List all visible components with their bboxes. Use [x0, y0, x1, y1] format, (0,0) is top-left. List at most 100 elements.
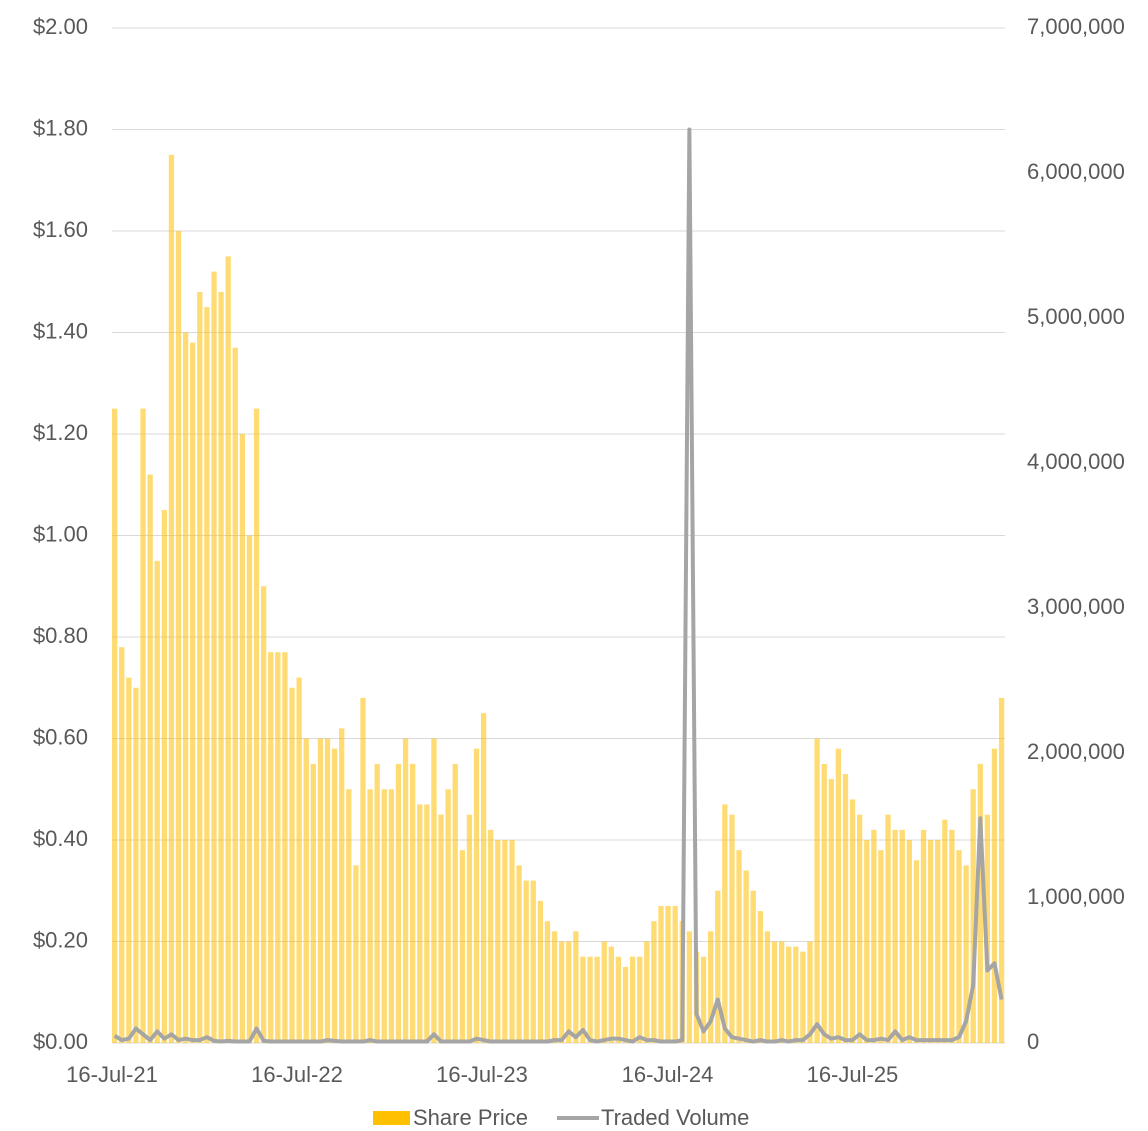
y2-tick-label: 2,000,000	[1027, 739, 1125, 764]
y-tick-label: $1.00	[33, 521, 88, 546]
bar	[246, 535, 253, 1043]
bar	[644, 941, 650, 1043]
bar	[324, 738, 331, 1043]
y2-tick-label: 6,000,000	[1027, 159, 1125, 184]
bar	[395, 763, 402, 1043]
bar	[502, 840, 508, 1043]
bar	[360, 697, 366, 1043]
y2-tick-label: 5,000,000	[1027, 304, 1125, 329]
bar	[814, 738, 820, 1043]
bar	[637, 956, 643, 1043]
y-tick-label: $0.80	[33, 623, 88, 648]
bar	[800, 951, 806, 1043]
bar	[551, 931, 558, 1043]
bar	[431, 738, 437, 1043]
y-tick-label: $1.60	[33, 217, 88, 242]
y2-tick-label: 1,000,000	[1027, 884, 1125, 909]
bar	[438, 814, 444, 1043]
bar	[828, 779, 834, 1043]
bar	[480, 713, 487, 1043]
bar	[913, 860, 920, 1043]
bar	[849, 799, 856, 1043]
bar	[665, 905, 671, 1043]
bar	[381, 789, 387, 1043]
y-tick-label: $1.40	[33, 318, 88, 343]
bar	[963, 865, 969, 1043]
bar	[168, 154, 175, 1043]
bar	[388, 789, 395, 1043]
bar	[764, 931, 771, 1043]
y2-tick-label: 7,000,000	[1027, 14, 1125, 39]
bar	[339, 728, 345, 1043]
bar	[239, 434, 246, 1043]
bar	[112, 408, 118, 1043]
bar	[878, 850, 884, 1043]
y-tick-label: $0.00	[33, 1029, 88, 1054]
bar	[331, 748, 338, 1043]
bar	[771, 941, 778, 1043]
bar	[906, 840, 912, 1043]
bar	[459, 850, 465, 1043]
bar	[920, 829, 927, 1043]
bar	[871, 829, 877, 1043]
bar	[353, 865, 359, 1043]
bar	[317, 738, 324, 1043]
bar	[268, 652, 274, 1043]
bar	[282, 652, 288, 1043]
legend-label: Traded Volume	[601, 1105, 749, 1130]
bar	[857, 814, 863, 1043]
bar	[126, 677, 132, 1043]
bar	[367, 789, 373, 1043]
y-tick-label: $1.20	[33, 420, 88, 445]
bar	[402, 738, 409, 1043]
bar	[658, 905, 664, 1043]
y-tick-label: $0.60	[33, 724, 88, 749]
bar	[275, 652, 281, 1043]
bar	[310, 763, 316, 1043]
bar	[445, 789, 451, 1043]
bar	[417, 804, 423, 1043]
bar	[587, 956, 593, 1043]
legend-swatch	[373, 1111, 410, 1125]
bar	[182, 332, 189, 1043]
bar	[977, 763, 983, 1043]
bar	[942, 819, 948, 1043]
bar	[374, 763, 380, 1043]
bar	[970, 789, 976, 1043]
bar	[473, 748, 480, 1043]
bar	[601, 941, 607, 1043]
bar	[885, 814, 891, 1043]
bar	[864, 840, 870, 1043]
bar	[530, 880, 536, 1043]
y2-tick-label: 0	[1027, 1029, 1039, 1054]
bar	[537, 900, 544, 1043]
x-tick-label: 16-Jul-24	[622, 1062, 714, 1087]
bar	[743, 870, 749, 1043]
bar	[842, 774, 849, 1043]
y-tick-label: $0.40	[33, 826, 88, 851]
bar	[218, 291, 224, 1043]
bar	[154, 560, 160, 1043]
bar	[729, 814, 735, 1043]
bar	[204, 307, 210, 1043]
legend-label: Share Price	[413, 1105, 528, 1130]
bar	[629, 956, 636, 1043]
bar	[296, 677, 302, 1043]
bar	[935, 840, 941, 1043]
bar	[452, 763, 458, 1043]
bar	[225, 256, 231, 1043]
bar	[700, 956, 707, 1043]
bar	[991, 748, 998, 1043]
bar	[253, 408, 260, 1043]
x-tick-label: 16-Jul-22	[251, 1062, 343, 1087]
bar	[778, 941, 785, 1043]
bar	[566, 941, 572, 1043]
bar	[147, 474, 153, 1044]
bar	[892, 829, 898, 1043]
bar	[544, 921, 551, 1043]
legend: Share Price Traded Volume	[373, 1105, 749, 1130]
bar	[998, 697, 1005, 1043]
y2-tick-label: 3,000,000	[1027, 594, 1125, 619]
bar	[686, 931, 693, 1043]
bar	[190, 342, 196, 1043]
